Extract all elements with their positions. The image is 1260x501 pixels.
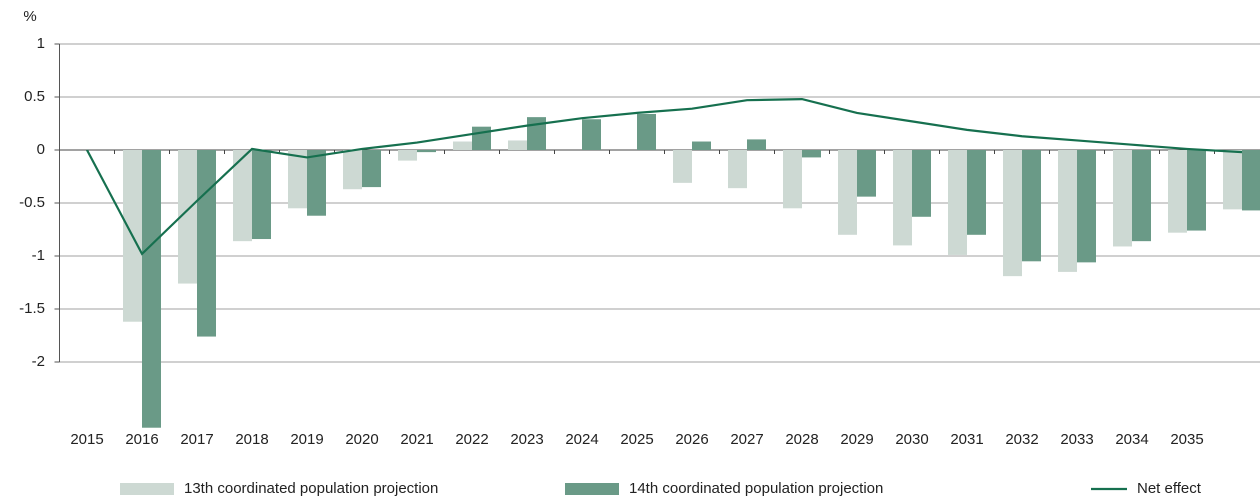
x-tick-label: 2027 <box>730 431 763 448</box>
bar <box>1242 150 1260 211</box>
bar <box>288 150 307 209</box>
bar <box>967 150 986 235</box>
bar <box>398 150 417 161</box>
bar <box>838 150 857 235</box>
y-tick-label: -1.5 <box>19 300 45 317</box>
bar <box>1168 150 1187 233</box>
x-tick-label: 2025 <box>620 431 653 448</box>
x-tick-label: 2034 <box>1115 431 1148 448</box>
y-tick-label: 1 <box>37 35 45 52</box>
x-tick-label: 2026 <box>675 431 708 448</box>
bar <box>1187 150 1206 231</box>
bar <box>417 150 436 153</box>
y-tick-label: 0 <box>37 141 45 158</box>
y-tick-label: -1 <box>32 247 45 264</box>
bar <box>1113 150 1132 247</box>
x-tick-label: 2023 <box>510 431 543 448</box>
x-tick-label: 2018 <box>235 431 268 448</box>
bar <box>142 150 161 428</box>
x-tick-label: 2020 <box>345 431 378 448</box>
y-axis-label: % <box>23 8 36 25</box>
bar <box>362 150 381 188</box>
y-tick-label: -2 <box>32 353 45 370</box>
y-tick-label: -0.5 <box>19 194 45 211</box>
x-tick-label: 2019 <box>290 431 323 448</box>
legend-swatch <box>120 483 174 495</box>
x-tick-label: 2031 <box>950 431 983 448</box>
x-tick-label: 2015 <box>70 431 103 448</box>
x-tick-label: 2021 <box>400 431 433 448</box>
bar <box>1077 150 1096 263</box>
x-tick-label: 2028 <box>785 431 818 448</box>
bar <box>893 150 912 246</box>
bar <box>948 150 967 255</box>
bar <box>637 113 656 150</box>
x-tick-label: 2016 <box>125 431 158 448</box>
bar <box>307 150 326 216</box>
bar <box>802 150 821 158</box>
bar <box>343 150 362 190</box>
legend-swatch <box>565 483 619 495</box>
bar <box>197 150 216 337</box>
x-tick-label: 2024 <box>565 431 598 448</box>
y-tick-label: 0.5 <box>24 88 45 105</box>
bar <box>1022 150 1041 262</box>
x-tick-label: 2029 <box>840 431 873 448</box>
bar <box>673 150 692 183</box>
x-tick-label: 2033 <box>1060 431 1093 448</box>
x-tick-label: 2030 <box>895 431 928 448</box>
bar <box>912 150 931 217</box>
bar <box>252 150 271 240</box>
bar <box>747 139 766 150</box>
legend-label: Net effect <box>1137 480 1202 497</box>
bar <box>527 117 546 150</box>
bar <box>233 150 252 242</box>
bar <box>783 150 802 209</box>
bar <box>728 150 747 189</box>
x-tick-label: 2035 <box>1170 431 1203 448</box>
bar <box>1003 150 1022 277</box>
bar <box>1132 150 1151 242</box>
x-tick-label: 2022 <box>455 431 488 448</box>
bar <box>178 150 197 284</box>
bar <box>472 126 491 150</box>
x-tick-label: 2017 <box>180 431 213 448</box>
line <box>86 98 1243 256</box>
bar <box>582 119 601 150</box>
bar <box>1058 150 1077 272</box>
bar <box>857 150 876 197</box>
bar <box>1223 150 1242 210</box>
x-tick-label: 2032 <box>1005 431 1038 448</box>
bar <box>692 141 711 150</box>
bar <box>508 140 527 150</box>
bar <box>453 141 472 150</box>
legend-label: 14th coordinated population projection <box>629 480 883 497</box>
legend-label: 13th coordinated population projection <box>184 480 438 497</box>
